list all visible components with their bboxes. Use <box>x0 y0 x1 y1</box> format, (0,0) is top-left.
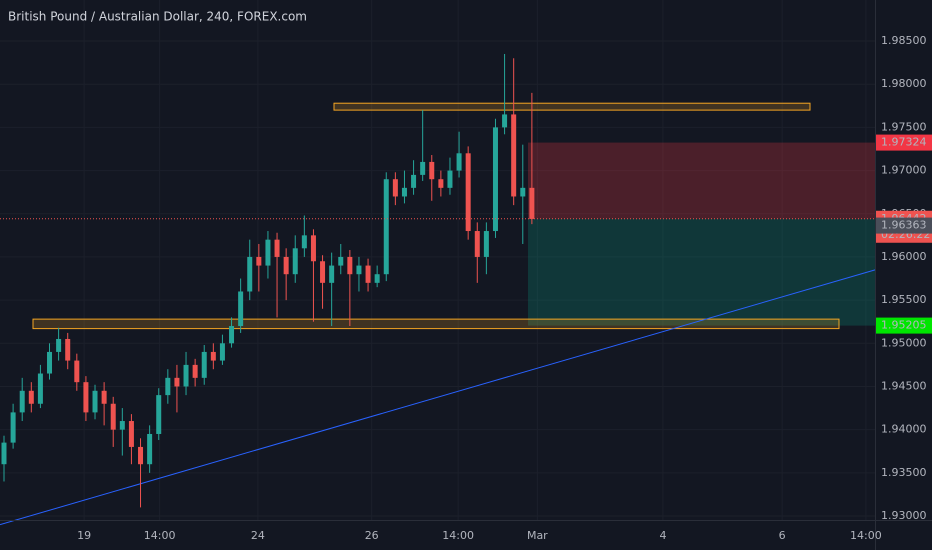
candle-body <box>292 248 298 275</box>
candle-body <box>92 390 98 413</box>
candle-body <box>329 265 335 283</box>
price-label-bg <box>876 134 932 151</box>
y-tick-label: 1.94500 <box>881 379 927 392</box>
y-tick-label: 1.94000 <box>881 423 927 436</box>
candle-body <box>502 114 508 128</box>
candle-body <box>28 390 34 404</box>
candle-body <box>19 390 25 413</box>
candle-body <box>165 377 171 396</box>
chart-title: British Pound / Australian Dollar, 240, … <box>8 10 307 24</box>
candle-body <box>320 261 326 283</box>
candle-body <box>238 291 244 327</box>
x-tick-label: 24 <box>251 529 265 542</box>
candle-body <box>483 231 489 257</box>
candle-body <box>529 187 535 219</box>
candle-body <box>383 179 389 275</box>
stop-zone <box>528 142 875 219</box>
candle-body <box>283 256 289 275</box>
y-tick-label: 1.97000 <box>881 164 927 177</box>
x-tick-label: 14:00 <box>442 529 474 542</box>
price-label: 1.97324 <box>881 136 927 149</box>
zone <box>333 102 811 111</box>
candle-body <box>147 433 153 465</box>
candle-body <box>301 235 307 249</box>
candle-body <box>256 256 262 266</box>
candle-body <box>201 351 207 378</box>
y-tick-label: 1.95500 <box>881 293 927 306</box>
candle-body <box>520 187 526 197</box>
candle-body <box>438 179 444 188</box>
trendline <box>0 269 876 526</box>
candle-body <box>356 265 362 275</box>
y-tick-label: 1.98500 <box>881 34 927 47</box>
x-tick-label: 26 <box>365 529 379 542</box>
x-tick-label: Mar <box>527 529 548 542</box>
candle-body <box>219 343 225 361</box>
candle-body <box>456 153 462 171</box>
y-tick-label: 1.97500 <box>881 120 927 133</box>
candle-body <box>429 161 435 180</box>
candle-body <box>411 174 417 188</box>
candle-body <box>174 377 180 387</box>
candle-body <box>511 114 517 197</box>
price-label-bg <box>876 217 932 234</box>
candle-body <box>310 235 316 262</box>
candle-body <box>110 403 116 430</box>
candle-body <box>1 442 7 465</box>
candle-body <box>37 373 43 404</box>
candle-body <box>119 421 125 430</box>
price-label: 1.96363 <box>881 219 927 232</box>
candle-body <box>247 256 253 292</box>
y-tick-label: 1.93500 <box>881 466 927 479</box>
x-tick-label: 6 <box>779 529 786 542</box>
candle-body <box>392 179 398 197</box>
candle-body <box>183 364 189 387</box>
x-tick-label: 14:00 <box>144 529 176 542</box>
candle-body <box>420 161 426 175</box>
candle-body <box>156 395 162 434</box>
candle-body <box>210 351 216 361</box>
price-label-bg <box>876 317 932 334</box>
candle-body <box>338 256 344 266</box>
candle-body <box>265 239 271 266</box>
candle-body <box>229 326 235 344</box>
candle-body <box>474 231 480 257</box>
y-tick-label: 1.98000 <box>881 77 927 90</box>
candle-body <box>74 360 80 383</box>
candle-body <box>274 239 280 257</box>
candle-body <box>374 274 380 283</box>
candle-body <box>447 170 453 188</box>
candle-body <box>56 338 62 352</box>
target-zone <box>528 218 875 326</box>
candle-body <box>65 338 71 361</box>
candle-body <box>492 127 498 232</box>
x-tick-label: 4 <box>659 529 666 542</box>
y-tick-label: 1.93000 <box>881 509 927 522</box>
candle-body <box>192 364 198 378</box>
x-tick-label: 14:00 <box>850 529 882 542</box>
candle-body <box>10 412 16 443</box>
plot-area <box>0 53 876 526</box>
candle-body <box>401 187 407 197</box>
candle-body <box>365 265 371 283</box>
candle-body <box>47 351 53 374</box>
candle-body <box>465 153 471 232</box>
zone <box>32 318 840 330</box>
x-tick-label: 19 <box>77 529 91 542</box>
candle-body <box>347 256 353 275</box>
candle-body <box>128 421 134 447</box>
candle-body <box>83 382 89 413</box>
candle-body <box>138 446 144 465</box>
price-label: 1.95205 <box>881 319 927 332</box>
candle-body <box>101 390 107 404</box>
y-tick-label: 1.96000 <box>881 250 927 263</box>
y-tick-label: 1.95000 <box>881 336 927 349</box>
